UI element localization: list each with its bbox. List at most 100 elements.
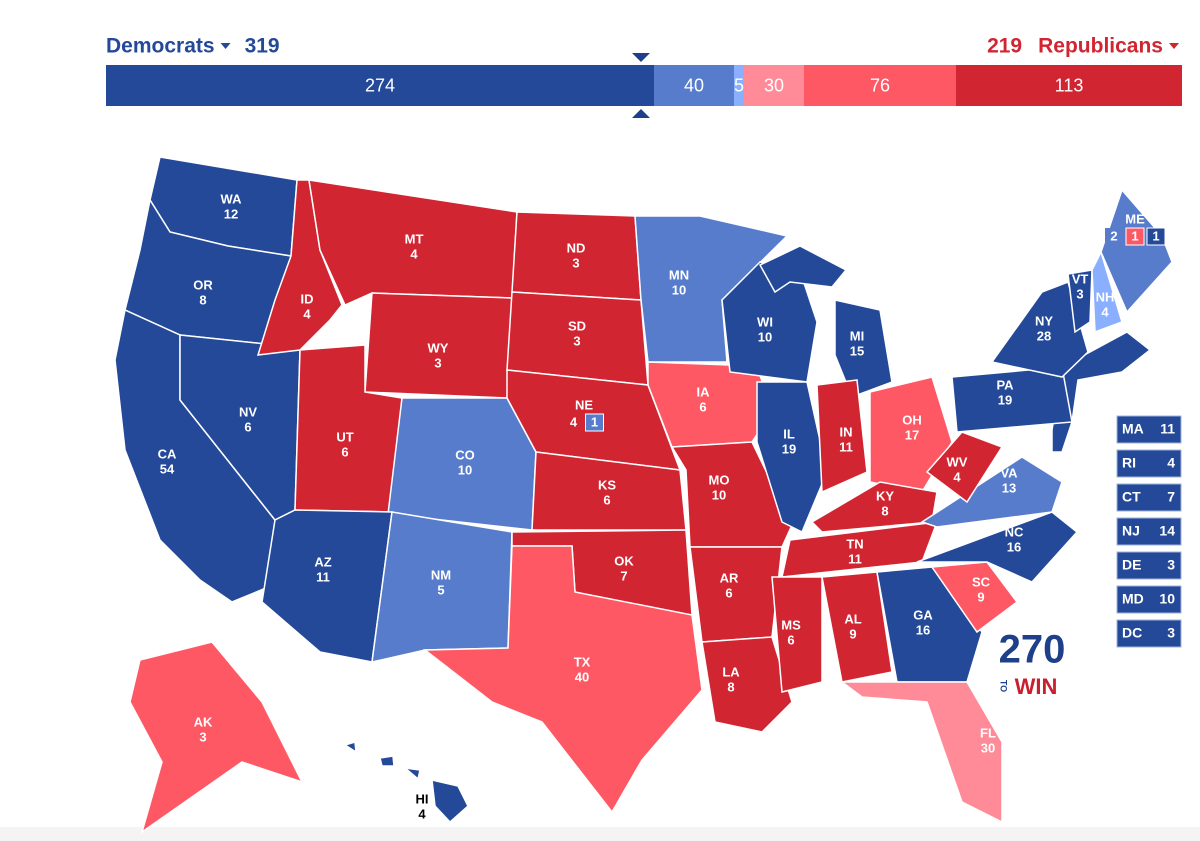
- state-votes: 30: [981, 740, 995, 755]
- state-shape[interactable]: [1100, 188, 1173, 314]
- state-votes: 10: [672, 282, 686, 297]
- state-shape[interactable]: [1091, 249, 1123, 334]
- state-votes: 3: [572, 255, 579, 270]
- majority-marker-top: [632, 53, 650, 62]
- state-abbr: HI: [416, 791, 429, 806]
- footer-strip: [0, 827, 1200, 841]
- state-abbr: ME: [1125, 211, 1145, 226]
- district-box: [564, 414, 583, 431]
- state-shape[interactable]: [379, 755, 395, 767]
- district-votes: 1: [591, 414, 598, 429]
- state-shape[interactable]: [701, 636, 793, 733]
- small-state-votes: 10: [1159, 591, 1175, 607]
- state-shape[interactable]: [834, 299, 893, 398]
- state-votes: 7: [620, 568, 627, 583]
- state-abbr: UT: [336, 429, 353, 444]
- bar-segment-label: 76: [870, 75, 890, 95]
- small-state-box[interactable]: [1116, 415, 1182, 444]
- state-abbr: AZ: [314, 554, 331, 569]
- state-abbr: ID: [301, 291, 314, 306]
- state-shape[interactable]: [756, 381, 828, 534]
- small-state-abbr: DE: [1122, 557, 1141, 573]
- state-shape[interactable]: [771, 576, 823, 693]
- small-state-box[interactable]: [1116, 551, 1182, 580]
- state-shape[interactable]: [402, 766, 421, 781]
- state-shape[interactable]: [422, 545, 703, 814]
- state-shape[interactable]: [343, 741, 357, 754]
- state-votes: 5: [437, 582, 444, 597]
- state-abbr: NV: [239, 404, 257, 419]
- state-shape[interactable]: [839, 681, 1003, 824]
- small-state-box[interactable]: [1116, 517, 1182, 546]
- state-votes: 11: [316, 569, 330, 584]
- state-votes: 2: [1110, 228, 1117, 243]
- small-states-list[interactable]: MA 11 RI 4 CT 7 NJ 14 DE 3 MD 10 DC 3: [1116, 415, 1182, 648]
- small-state-box[interactable]: [1116, 483, 1182, 512]
- tally-bar: Democrats 319 Republicans 219 274 40 5 30 76 113: [106, 35, 1182, 118]
- state-abbr: OK: [614, 553, 634, 568]
- bar-segment-label: 113: [1055, 75, 1084, 95]
- bar-segment: [744, 65, 804, 106]
- small-state-abbr: RI: [1122, 455, 1136, 471]
- state-shape[interactable]: [951, 366, 1073, 433]
- state-shape[interactable]: [920, 456, 1063, 528]
- state-abbr: IA: [697, 384, 711, 399]
- state-abbr: IL: [783, 426, 795, 441]
- state-shape[interactable]: [876, 566, 983, 683]
- small-state-box[interactable]: [1116, 449, 1182, 478]
- state-abbr: MI: [850, 328, 864, 343]
- state-votes: 16: [1007, 539, 1021, 554]
- state-votes: 4: [953, 469, 961, 484]
- state-votes: 6: [725, 585, 732, 600]
- state-votes: 10: [758, 329, 772, 344]
- state-shape[interactable]: [758, 245, 848, 294]
- state-shape[interactable]: [721, 261, 818, 383]
- state-shape[interactable]: [431, 779, 469, 824]
- small-state-box[interactable]: [1116, 619, 1182, 648]
- state-votes: 8: [199, 292, 206, 307]
- state-votes: 40: [575, 669, 589, 684]
- small-state-votes: 3: [1167, 625, 1175, 641]
- state-abbr: WV: [947, 454, 968, 469]
- state-shape[interactable]: [689, 546, 783, 643]
- small-state-abbr: NJ: [1122, 523, 1140, 539]
- small-state-votes: 4: [1167, 455, 1175, 471]
- dem-label[interactable]: Democrats: [106, 35, 215, 58]
- state-abbr: NC: [1005, 524, 1024, 539]
- state-abbr: SC: [972, 574, 991, 589]
- state-abbr: MT: [405, 231, 424, 246]
- state-shape[interactable]: [634, 215, 789, 363]
- rep-label[interactable]: Republicans: [1038, 35, 1163, 58]
- state-abbr: AL: [844, 611, 861, 626]
- state-shape[interactable]: [916, 511, 1079, 583]
- state-votes: 3: [434, 355, 441, 370]
- state-votes: 17: [905, 427, 919, 442]
- state-votes: 8: [881, 503, 888, 518]
- state-shape[interactable]: [816, 379, 868, 494]
- state-shape[interactable]: [925, 431, 1004, 504]
- bar-segment: [804, 65, 956, 106]
- state-votes: 8: [727, 679, 734, 694]
- state-shape[interactable]: [261, 509, 393, 663]
- state-shape[interactable]: [930, 561, 1019, 634]
- state-abbr: GA: [913, 607, 933, 622]
- rep-caret[interactable]: [1169, 43, 1179, 49]
- state-shape[interactable]: [129, 641, 304, 834]
- state-shape[interactable]: [810, 481, 938, 533]
- state-abbr: MO: [709, 472, 730, 487]
- state-abbr: AK: [194, 714, 213, 729]
- state-abbr: WA: [221, 191, 243, 206]
- district-box: [1105, 228, 1123, 245]
- state-votes: 6: [699, 399, 706, 414]
- state-abbr: NE: [575, 397, 593, 412]
- state-shape[interactable]: [1067, 269, 1093, 334]
- state-votes: 9: [977, 589, 984, 604]
- state-abbr: NM: [431, 567, 451, 582]
- small-state-box[interactable]: [1116, 585, 1182, 614]
- state-votes: 28: [1037, 328, 1051, 343]
- small-state-votes: 14: [1159, 523, 1175, 539]
- dem-caret[interactable]: [220, 43, 231, 49]
- state-votes: 6: [244, 419, 251, 434]
- state-shape[interactable]: [821, 571, 893, 683]
